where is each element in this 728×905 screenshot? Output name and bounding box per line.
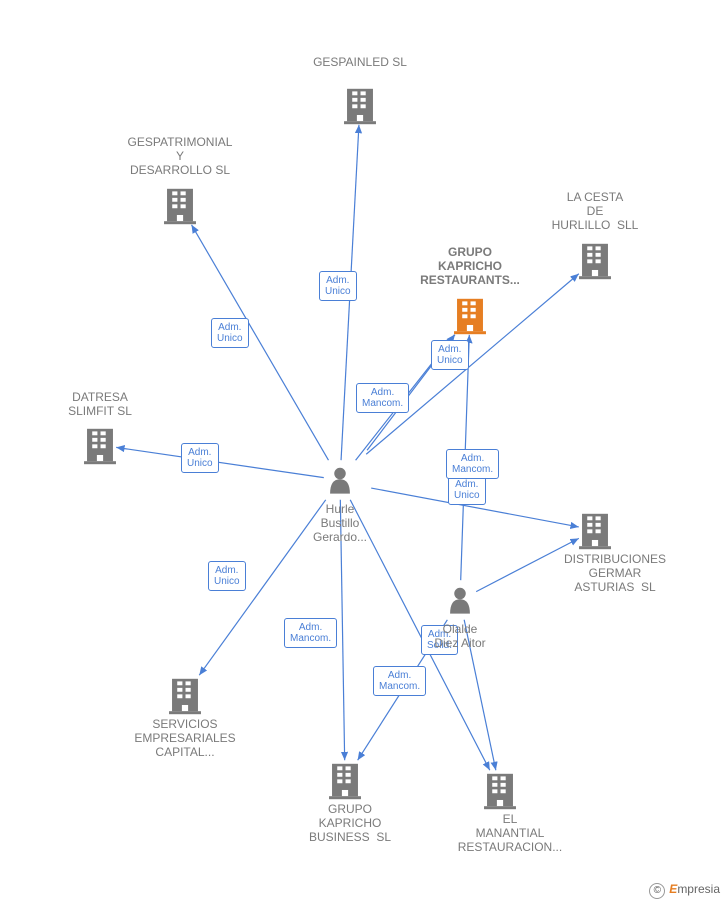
edge-label: Adm. Unico	[448, 475, 486, 505]
edge-line	[116, 447, 324, 477]
building-icon[interactable]	[579, 244, 611, 279]
building-icon[interactable]	[484, 774, 516, 809]
edge-label: Adm. Unico	[181, 443, 219, 473]
building-icon[interactable]	[84, 429, 116, 464]
edge-label: Adm. Unico	[319, 271, 357, 301]
footer-attribution: ©Empresia	[649, 882, 720, 899]
node-label: DATRESA SLIMFIT SL	[30, 390, 170, 418]
node-label: Hurle Bustillo Gerardo...	[270, 502, 410, 544]
building-icon[interactable]	[579, 514, 611, 549]
brand-rest: mpresia	[677, 882, 720, 896]
edge-label: Adm. Unico	[211, 318, 249, 348]
edge-label: Adm. Unico	[208, 561, 246, 591]
edge-label: Adm. Mancom.	[284, 618, 337, 648]
node-label: LA CESTA DE HURLILLO SLL	[525, 190, 665, 232]
person-icon[interactable]	[450, 588, 470, 614]
edge-label: Adm. Mancom.	[373, 666, 426, 696]
node-label: GESPATRIMONIAL Y DESARROLLO SL	[110, 135, 250, 177]
copyright-icon: ©	[649, 883, 665, 899]
edge-label: Adm. Mancom.	[446, 449, 499, 479]
building-icon[interactable]	[329, 764, 361, 799]
node-label: GESPAINLED SL	[290, 55, 430, 69]
building-icon[interactable]	[454, 299, 486, 334]
node-label: GRUPO KAPRICHO RESTAURANTS...	[400, 245, 540, 287]
building-icon[interactable]	[169, 679, 201, 714]
node-label: GRUPO KAPRICHO BUSINESS SL	[280, 802, 420, 844]
person-icon[interactable]	[330, 468, 350, 494]
edge-label: Adm. Unico	[431, 340, 469, 370]
node-label: Olalde Diez Aitor	[390, 622, 530, 650]
node-label: SERVICIOS EMPRESARIALES CAPITAL...	[115, 717, 255, 759]
building-icon[interactable]	[164, 189, 196, 224]
node-label: EL MANANTIAL RESTAURACION...	[440, 812, 580, 854]
building-icon[interactable]	[344, 89, 376, 124]
node-label: DISTRIBUCIONES GERMAR ASTURIAS SL	[545, 552, 685, 594]
edge-label: Adm. Mancom.	[356, 383, 409, 413]
